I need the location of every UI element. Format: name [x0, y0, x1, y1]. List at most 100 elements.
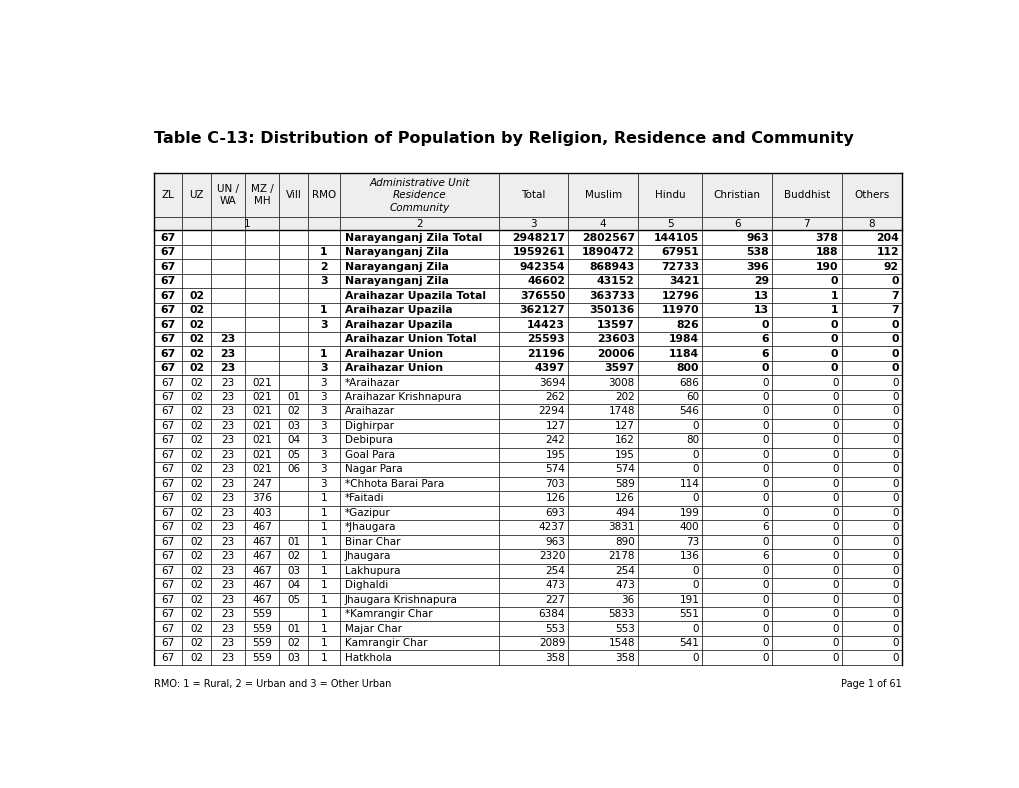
- Text: *Araihazar: *Araihazar: [344, 377, 399, 388]
- Text: 67: 67: [160, 305, 175, 315]
- Text: 02: 02: [190, 595, 203, 604]
- Text: 0: 0: [832, 479, 838, 489]
- Text: 254: 254: [545, 566, 565, 576]
- Text: Araihazar: Araihazar: [344, 407, 394, 417]
- Text: 92: 92: [883, 262, 898, 272]
- Text: 0: 0: [832, 464, 838, 474]
- Text: 02: 02: [189, 363, 204, 373]
- Text: 262: 262: [545, 392, 565, 402]
- Text: 467: 467: [252, 566, 272, 576]
- Text: 23: 23: [221, 609, 234, 619]
- Text: Araihazar Upazila: Araihazar Upazila: [344, 320, 451, 329]
- Text: 0: 0: [892, 507, 898, 518]
- Text: 144105: 144105: [653, 232, 698, 243]
- Text: 7: 7: [803, 219, 809, 229]
- Text: 0: 0: [892, 479, 898, 489]
- Text: 162: 162: [614, 436, 634, 445]
- Text: 0: 0: [761, 609, 768, 619]
- Text: 1: 1: [244, 219, 250, 229]
- Text: 72733: 72733: [660, 262, 698, 272]
- Text: 67: 67: [161, 464, 174, 474]
- Text: Hindu: Hindu: [654, 190, 685, 200]
- Text: 3: 3: [320, 450, 327, 460]
- Text: 1: 1: [320, 348, 327, 359]
- Text: 0: 0: [761, 493, 768, 504]
- Text: 538: 538: [746, 247, 768, 257]
- Text: 67: 67: [161, 624, 174, 634]
- Text: 67: 67: [161, 450, 174, 460]
- Text: 202: 202: [614, 392, 634, 402]
- Text: 0: 0: [761, 624, 768, 634]
- Text: 04: 04: [286, 436, 300, 445]
- Text: Narayanganj Zila: Narayanganj Zila: [344, 247, 448, 257]
- Text: 473: 473: [614, 580, 634, 590]
- Text: 0: 0: [832, 552, 838, 561]
- Text: 541: 541: [679, 638, 698, 649]
- Text: 3: 3: [320, 421, 327, 431]
- Text: 396: 396: [745, 262, 768, 272]
- Text: Lakhupura: Lakhupura: [344, 566, 399, 576]
- Text: 60: 60: [686, 392, 698, 402]
- Text: Christian: Christian: [713, 190, 760, 200]
- Text: 1984: 1984: [668, 334, 698, 344]
- Text: Muslim: Muslim: [584, 190, 622, 200]
- Text: Vill: Vill: [285, 190, 302, 200]
- Text: 02: 02: [190, 464, 203, 474]
- Text: 02: 02: [189, 334, 204, 344]
- Text: 0: 0: [761, 421, 768, 431]
- Text: 2089: 2089: [538, 638, 565, 649]
- Text: 6: 6: [733, 219, 740, 229]
- Text: 12796: 12796: [660, 291, 698, 301]
- Text: 02: 02: [190, 436, 203, 445]
- Text: 0: 0: [830, 348, 838, 359]
- Text: 8: 8: [868, 219, 874, 229]
- Text: Majar Char: Majar Char: [344, 624, 401, 634]
- Text: 67: 67: [161, 537, 174, 547]
- Text: *Kamrangir Char: *Kamrangir Char: [344, 609, 432, 619]
- Text: 06: 06: [286, 464, 300, 474]
- Text: 23: 23: [221, 407, 234, 417]
- Text: 376550: 376550: [520, 291, 565, 301]
- Text: 0: 0: [830, 276, 838, 286]
- Text: 67: 67: [161, 566, 174, 576]
- Text: 67: 67: [161, 652, 174, 663]
- Text: 1748: 1748: [607, 407, 634, 417]
- Text: 136: 136: [679, 552, 698, 561]
- Text: 195: 195: [545, 450, 565, 460]
- Text: 551: 551: [679, 609, 698, 619]
- Text: 0: 0: [761, 638, 768, 649]
- Text: 2178: 2178: [607, 552, 634, 561]
- Text: UN /
WA: UN / WA: [217, 184, 238, 206]
- Text: 0: 0: [832, 507, 838, 518]
- Text: 1548: 1548: [607, 638, 634, 649]
- Text: 3: 3: [320, 276, 327, 286]
- Text: *Gazipur: *Gazipur: [344, 507, 390, 518]
- Text: 03: 03: [286, 566, 300, 576]
- Text: 0: 0: [832, 652, 838, 663]
- Text: 02: 02: [190, 652, 203, 663]
- Text: 0: 0: [832, 407, 838, 417]
- Text: 13: 13: [753, 305, 768, 315]
- Text: 6: 6: [760, 348, 768, 359]
- Text: Kamrangir Char: Kamrangir Char: [344, 638, 427, 649]
- Text: 254: 254: [614, 566, 634, 576]
- Text: 3008: 3008: [608, 377, 634, 388]
- Text: Buddhist: Buddhist: [783, 190, 829, 200]
- Text: 0: 0: [832, 450, 838, 460]
- Text: 0: 0: [761, 537, 768, 547]
- Text: 6384: 6384: [538, 609, 565, 619]
- Text: 376: 376: [252, 493, 272, 504]
- Text: 021: 021: [252, 436, 272, 445]
- Text: 127: 127: [545, 421, 565, 431]
- Text: 67: 67: [161, 493, 174, 504]
- Text: 3421: 3421: [668, 276, 698, 286]
- Text: 04: 04: [286, 580, 300, 590]
- Text: 0: 0: [892, 436, 898, 445]
- Text: 890: 890: [614, 537, 634, 547]
- Text: 01: 01: [286, 537, 300, 547]
- Text: 963: 963: [745, 232, 768, 243]
- Text: 559: 559: [252, 652, 272, 663]
- Text: 358: 358: [614, 652, 634, 663]
- Text: 2: 2: [320, 262, 327, 272]
- Text: 247: 247: [252, 479, 272, 489]
